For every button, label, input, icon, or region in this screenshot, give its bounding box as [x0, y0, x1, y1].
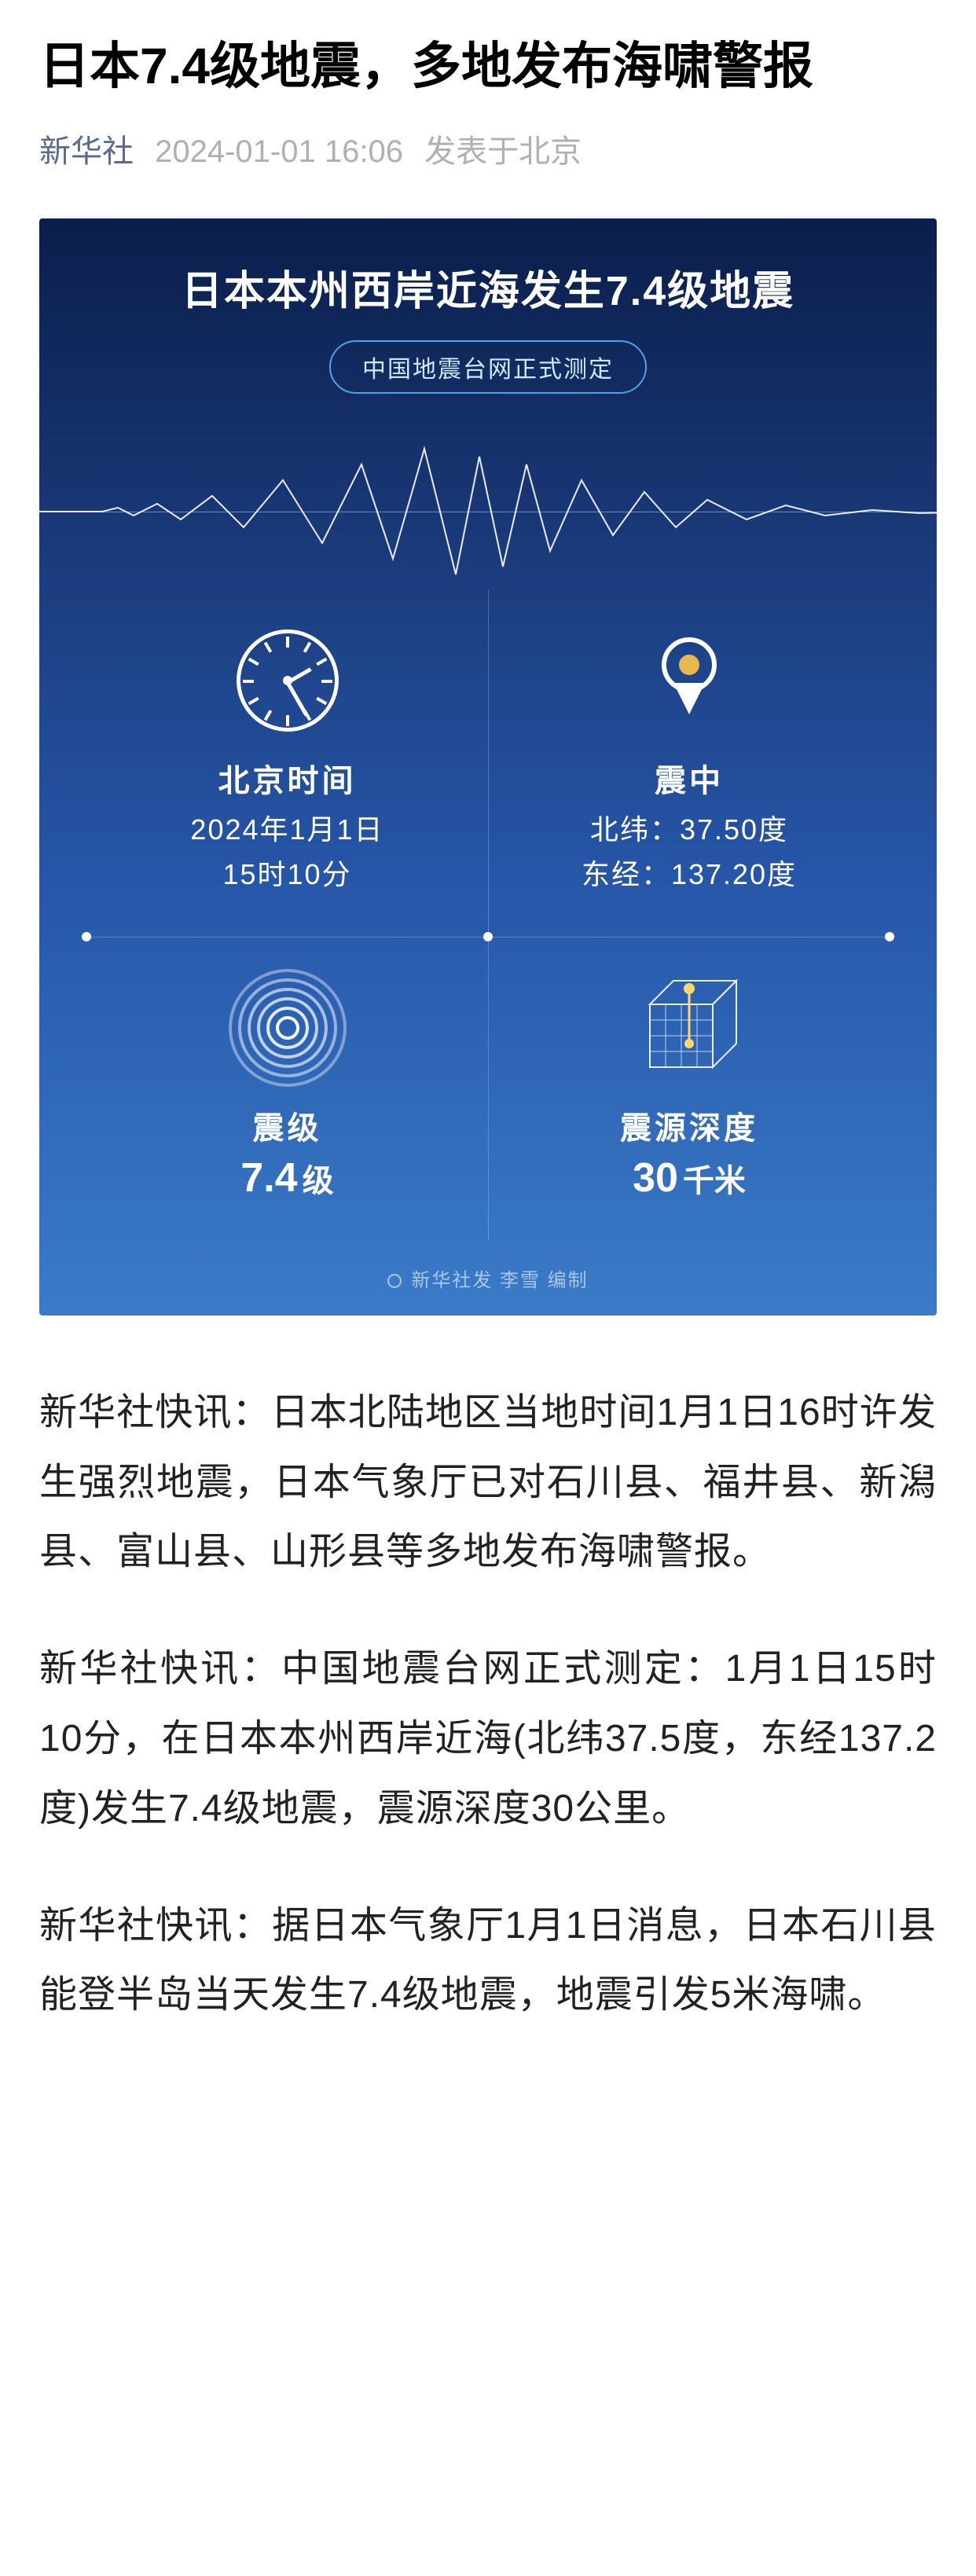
epicenter-lon: 东经：137.20度: [505, 852, 874, 897]
rings-icon: [102, 969, 472, 1087]
source-link[interactable]: 新华社: [39, 134, 134, 169]
globe-icon: [387, 1274, 402, 1288]
paragraph-1: 新华社快讯：日本北陆地区当地时间1月1日16时许发生强烈地震，日本气象厅已对石川…: [39, 1378, 937, 1587]
paragraph-2: 新华社快讯：中国地震台网正式测定：1月1日15时10分，在日本本州西岸近海(北纬…: [39, 1635, 937, 1844]
infographic-grid: 北京时间 2024年1月1日 15时10分 震中 北纬：37.50度 东经：13…: [86, 590, 890, 1241]
seismic-wave: [63, 433, 913, 590]
clock-icon: [102, 622, 472, 739]
infographic-subtitle-wrap: 中国地震台网正式测定: [39, 340, 937, 394]
infographic-subtitle: 中国地震台网正式测定: [329, 340, 647, 394]
depth-label: 震源深度: [505, 1103, 874, 1148]
magnitude-label: 震级: [102, 1103, 472, 1148]
magnitude-value: 7.4级: [102, 1154, 472, 1202]
pin-icon: [505, 622, 874, 739]
publish-time: 2024-01-01 16:06: [155, 134, 403, 169]
cube-icon: [505, 969, 874, 1087]
time-hour: 15时10分: [102, 852, 472, 897]
depth-value: 30千米: [505, 1154, 874, 1202]
wave-icon: [39, 433, 937, 590]
infographic-credit: 新华社发 李雪 编制: [39, 1241, 937, 1300]
cell-time: 北京时间 2024年1月1日 15时10分: [86, 590, 488, 937]
article-container: 日本7.4级地震，多地发布海啸警报 新华社 2024-01-01 16:06 发…: [0, 0, 976, 2109]
paragraph-3: 新华社快讯：据日本气象厅1月1日消息，日本石川县能登半岛当天发生7.4级地震，地…: [39, 1892, 937, 2031]
time-date: 2024年1月1日: [102, 807, 472, 853]
cell-depth: 震源深度 30千米: [488, 938, 890, 1241]
publish-location: 发表于北京: [424, 134, 582, 169]
cell-magnitude: 震级 7.4级: [86, 938, 488, 1241]
cell-epicenter: 震中 北纬：37.50度 东经：137.20度: [488, 590, 890, 937]
article-title: 日本7.4级地震，多地发布海啸警报: [39, 31, 937, 102]
infographic-title: 日本本州西岸近海发生7.4级地震: [39, 218, 937, 340]
time-label: 北京时间: [102, 755, 472, 801]
epicenter-label: 震中: [505, 755, 874, 801]
epicenter-lat: 北纬：37.50度: [505, 807, 874, 853]
article-meta: 新华社 2024-01-01 16:06 发表于北京: [39, 126, 937, 171]
earthquake-infographic: 日本本州西岸近海发生7.4级地震 中国地震台网正式测定: [39, 218, 937, 1316]
